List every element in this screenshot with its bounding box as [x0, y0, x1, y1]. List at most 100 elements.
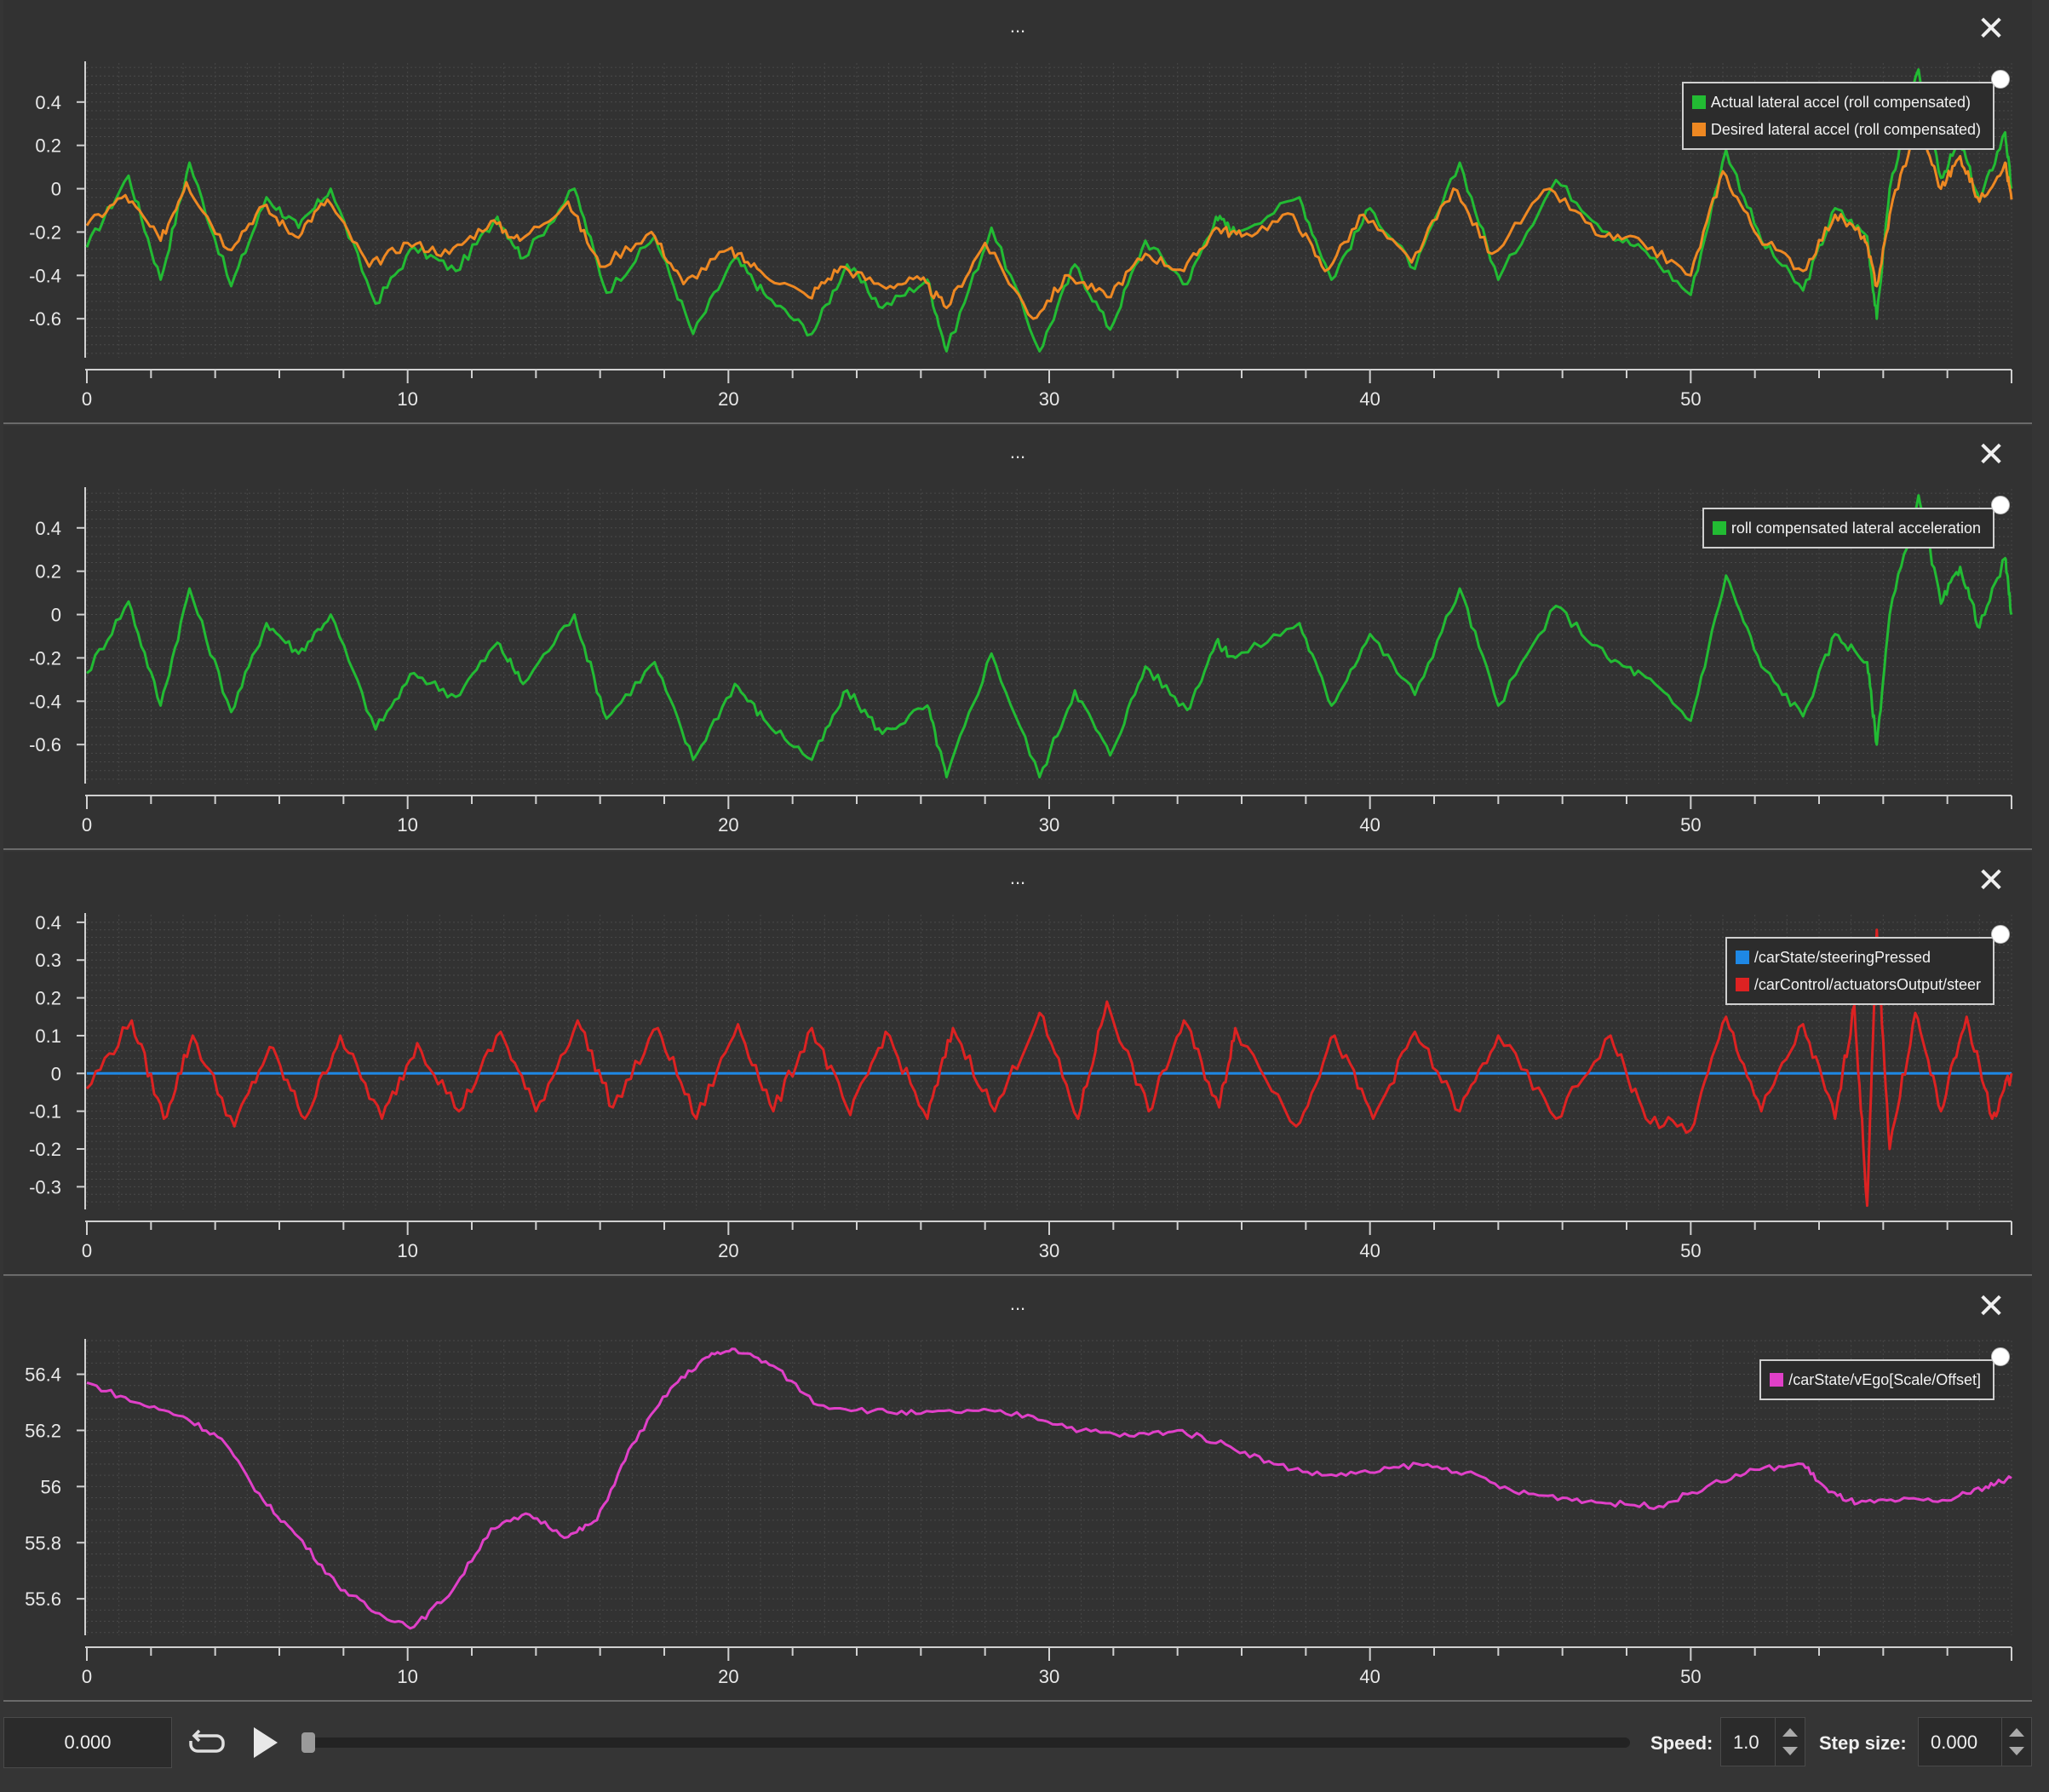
legend-swatch: [1691, 95, 1706, 109]
time-input[interactable]: 0.000: [3, 1717, 172, 1768]
x-tick-label: 50: [1680, 1240, 1701, 1261]
x-tick-label: 40: [1359, 814, 1380, 836]
plot-panel-2[interactable]: ... ✕ 0 10 20 30 40 50 0.4 0.2 0 -0.2 -0.4 -0.6 rol…: [3, 426, 2032, 850]
legend: /carState/steeringPressed /carControl/ac…: [1725, 937, 1994, 1005]
plot-panel-4[interactable]: ... ✕ 0 10 20 30 40 50 56.4 56.2 56 55.8 55.6 /car…: [3, 1278, 2032, 1702]
legend-swatch: [1712, 521, 1726, 535]
y-tick-label: -0.1: [29, 1101, 61, 1123]
y-tick-label: -0.2: [29, 1139, 61, 1160]
plot-panel-1[interactable]: ... ✕ 0 10 20 30 40 50 0.4 0.2 0 -0.2 -0.4 -0.6 Act…: [3, 0, 2032, 424]
close-icon[interactable]: ✕: [1977, 862, 2006, 899]
x-tick-label: 10: [397, 814, 417, 836]
speed-value: 1.0: [1733, 1732, 1759, 1753]
y-tick-label: -0.2: [29, 221, 61, 243]
y-tick-label: 56.4: [25, 1364, 61, 1386]
legend-drag-handle[interactable]: [1991, 925, 2010, 944]
y-tick-label: 0: [51, 1063, 61, 1084]
y-tick-label: 0: [51, 179, 61, 200]
x-tick-label: 10: [397, 1666, 417, 1687]
y-tick-label: 0.2: [35, 135, 61, 157]
y-tick-label: 0.4: [35, 912, 61, 933]
timeline-slider[interactable]: [301, 1737, 1630, 1748]
up-arrow-icon[interactable]: [1782, 1728, 1798, 1737]
legend-entry: /carControl/actuatorsOutput/steer: [1735, 971, 1981, 998]
series-line: [86, 1347, 2012, 1630]
chart-4[interactable]: 0 10 20 30 40 50 56.4 56.2 56 55.8 55.6: [3, 1278, 2032, 1700]
x-tick-label: 20: [718, 814, 738, 836]
series-line: [85, 68, 2013, 353]
x-tick-label: 40: [1359, 1240, 1380, 1261]
x-tick-label: 20: [718, 388, 738, 410]
x-tick-label: 0: [82, 1240, 92, 1261]
legend: Actual lateral accel (roll compensated) …: [1681, 82, 1994, 150]
x-tick-label: 50: [1680, 814, 1701, 836]
chart-3[interactable]: 0 10 20 30 40 50 0.4 0.3 0.2 0.1 0 -0.1 -0.2 -0.3: [3, 852, 2032, 1274]
legend: roll compensated lateral acceleration: [1702, 508, 1994, 549]
legend-entry: Desired lateral accel (roll compensated): [1691, 116, 1981, 143]
y-tick-label: -0.3: [29, 1176, 61, 1198]
x-tick-label: 30: [1039, 814, 1059, 836]
legend-label: /carState/vEgo[Scale/Offset]: [1788, 1370, 1981, 1388]
play-icon[interactable]: [249, 1724, 283, 1761]
legend-swatch: [1735, 951, 1749, 964]
y-tick-label: -0.4: [29, 691, 61, 712]
legend-entry: roll compensated lateral acceleration: [1712, 514, 1981, 542]
y-tick-label: 55.6: [25, 1588, 61, 1610]
y-tick-label: 56: [41, 1476, 61, 1497]
legend-label: /carControl/actuatorsOutput/steer: [1753, 975, 1981, 993]
legend-swatch: [1770, 1373, 1784, 1387]
y-tick-label: 0.4: [35, 92, 61, 113]
close-icon[interactable]: ✕: [1977, 10, 2006, 48]
x-tick-label: 0: [82, 1666, 92, 1687]
y-tick-label: -0.6: [29, 308, 61, 330]
chart-2[interactable]: 0 10 20 30 40 50 0.4 0.2 0 -0.2 -0.4 -0.6: [3, 426, 2032, 848]
spin-arrows[interactable]: [1775, 1718, 1805, 1766]
plot-panel-3[interactable]: ... ✕ 0 10 20 30 40 50 0.4 0.3 0.2 0.1 0 -0.1 -0.2 -0…: [3, 852, 2032, 1276]
legend-drag-handle[interactable]: [1991, 70, 2010, 89]
spin-arrows[interactable]: [2001, 1718, 2031, 1766]
legend: /carState/vEgo[Scale/Offset]: [1759, 1359, 1994, 1400]
y-tick-label: -0.2: [29, 647, 61, 669]
step-size-label: Step size:: [1819, 1732, 1907, 1754]
step-size-value: 0.000: [1931, 1732, 1978, 1753]
legend-label: roll compensated lateral acceleration: [1730, 519, 1981, 537]
legend-label: Desired lateral accel (roll compensated): [1710, 120, 1981, 138]
x-tick-label: 30: [1039, 1240, 1059, 1261]
chart-1[interactable]: 0 10 20 30 40 50 0.4 0.2 0 -0.2 -0.4 -0.6: [3, 0, 2032, 422]
legend-entry: /carState/vEgo[Scale/Offset]: [1770, 1366, 1981, 1393]
x-tick-label: 20: [718, 1666, 738, 1687]
x-tick-label: 30: [1039, 1666, 1059, 1687]
x-tick-label: 40: [1359, 388, 1380, 410]
y-tick-label: 0: [51, 605, 61, 626]
x-tick-label: 0: [82, 814, 92, 836]
y-tick-label: -0.6: [29, 734, 61, 755]
speed-label: Speed:: [1650, 1732, 1713, 1754]
y-tick-label: 0.2: [35, 561, 61, 583]
y-tick-label: 0.3: [35, 950, 61, 971]
legend-entry: Actual lateral accel (roll compensated): [1691, 89, 1981, 116]
playback-bar: [0, 1707, 2049, 1792]
legend-drag-handle[interactable]: [1991, 1347, 2010, 1366]
up-arrow-icon[interactable]: [2009, 1728, 2024, 1737]
legend-drag-handle[interactable]: [1991, 496, 2010, 514]
x-tick-label: 50: [1680, 388, 1701, 410]
close-icon[interactable]: ✕: [1977, 436, 2006, 474]
close-icon[interactable]: ✕: [1977, 1288, 2006, 1325]
x-tick-label: 50: [1680, 1666, 1701, 1687]
legend-label: /carState/steeringPressed: [1753, 948, 1931, 966]
panel-title: ...: [1009, 15, 1026, 37]
y-tick-label: -0.4: [29, 265, 61, 286]
legend-entry: /carState/steeringPressed: [1735, 944, 1981, 971]
down-arrow-icon[interactable]: [2009, 1747, 2024, 1755]
timeline-slider-handle[interactable]: [301, 1732, 315, 1753]
legend-swatch: [1735, 978, 1749, 991]
speed-spinbox[interactable]: 1.0: [1720, 1717, 1805, 1766]
x-tick-label: 20: [718, 1240, 738, 1261]
y-tick-label: 0.1: [35, 1025, 61, 1047]
series-line: [86, 494, 2013, 778]
step-size-spinbox[interactable]: 0.000: [1918, 1717, 2032, 1766]
loop-icon[interactable]: [187, 1724, 227, 1761]
panel-title: ...: [1009, 441, 1026, 462]
y-tick-label: 56.2: [25, 1420, 61, 1441]
down-arrow-icon[interactable]: [1782, 1747, 1798, 1755]
